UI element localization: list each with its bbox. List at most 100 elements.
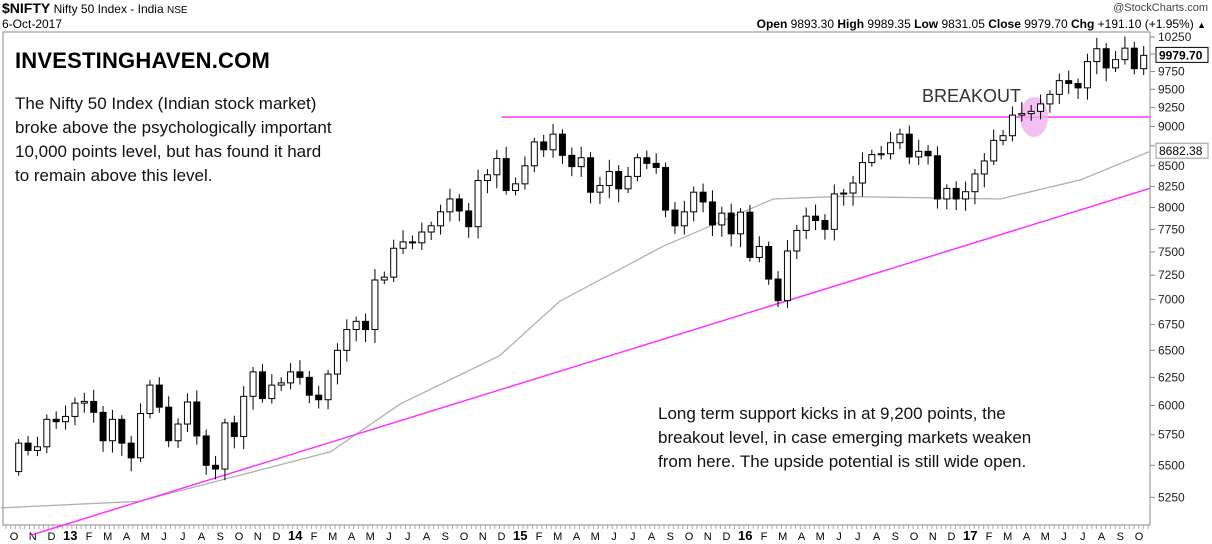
candle xyxy=(802,207,810,240)
candle xyxy=(596,176,604,205)
candle xyxy=(1008,106,1016,142)
y-tick-label: 8250 xyxy=(1158,179,1185,193)
candle-body xyxy=(127,442,135,459)
candle xyxy=(277,377,285,391)
x-tick-label: N xyxy=(254,531,262,543)
candle-body xyxy=(615,170,623,190)
candle-body xyxy=(1121,47,1129,61)
candle-body xyxy=(868,154,876,164)
candle xyxy=(587,152,595,204)
candle xyxy=(1093,37,1101,75)
x-tick-label: J xyxy=(855,531,861,543)
candle xyxy=(287,363,295,390)
candle xyxy=(512,177,520,196)
candle-body xyxy=(137,413,145,459)
candle xyxy=(230,415,238,449)
candle-body xyxy=(427,225,435,233)
x-tick-label: J xyxy=(1061,531,1067,543)
candle-body xyxy=(793,229,801,252)
candle xyxy=(896,128,904,150)
candle-body xyxy=(174,423,182,442)
candle xyxy=(821,214,829,240)
brand-logo-text: INVESTINGHAVEN.COM xyxy=(15,48,270,73)
x-tick-label: O xyxy=(685,531,694,543)
x-tick-label: N xyxy=(479,531,487,543)
candle xyxy=(380,271,388,285)
last-price-tag xyxy=(1155,46,1209,63)
candle-body xyxy=(352,320,360,331)
candle xyxy=(493,149,501,189)
x-tick-label: D xyxy=(498,531,506,543)
candle xyxy=(474,169,482,239)
x-tick-label: S xyxy=(1117,531,1124,543)
candle-body xyxy=(502,158,510,192)
x-tick-label: F xyxy=(86,531,93,543)
x-tick-label: 17 xyxy=(963,528,977,543)
candle-body xyxy=(530,141,538,167)
candle-body xyxy=(483,174,491,182)
candle xyxy=(624,166,632,193)
candle-body xyxy=(296,371,304,378)
candle-body xyxy=(80,400,88,404)
candle xyxy=(971,169,979,205)
candle xyxy=(1055,73,1063,104)
candle-body xyxy=(999,135,1007,141)
x-tick-label: A xyxy=(198,531,206,543)
candle-body xyxy=(343,329,351,351)
candle xyxy=(333,343,341,385)
candle-body xyxy=(558,133,566,156)
candle-body xyxy=(399,241,407,249)
candle-body xyxy=(1027,110,1035,115)
candle-body xyxy=(230,422,238,438)
candle-body xyxy=(1055,80,1063,95)
x-tick-label: D xyxy=(273,531,281,543)
candle xyxy=(90,389,98,423)
candle-body xyxy=(202,435,210,466)
x-tick-label: J xyxy=(405,531,411,543)
y-tick-label: 6750 xyxy=(1158,317,1185,331)
candle xyxy=(80,392,88,413)
candle-body xyxy=(371,279,379,331)
candle-body xyxy=(33,446,41,451)
candle xyxy=(1065,70,1073,94)
x-tick-label: S xyxy=(442,531,449,543)
candle xyxy=(718,206,726,237)
candle-body xyxy=(774,278,782,302)
candle-body xyxy=(540,141,548,151)
y-tick-label: 9250 xyxy=(1158,101,1185,115)
candle-body xyxy=(671,209,679,227)
candle-body xyxy=(362,320,370,331)
open-label: Open xyxy=(756,17,788,31)
x-tick-label: O xyxy=(235,531,244,543)
moving-average xyxy=(0,150,1151,509)
candle xyxy=(633,153,641,182)
x-tick-label: N xyxy=(704,531,712,543)
x-tick-label: 13 xyxy=(63,528,77,543)
candle xyxy=(465,203,473,238)
candles xyxy=(15,36,1148,481)
x-tick-label: A xyxy=(1098,531,1106,543)
candle-body xyxy=(474,180,482,228)
candle xyxy=(427,221,435,241)
candle xyxy=(483,169,491,194)
y-tick-label: 6500 xyxy=(1158,343,1185,357)
candle xyxy=(437,204,445,235)
candle xyxy=(952,181,960,211)
x-tick-label: J xyxy=(611,531,617,543)
candle xyxy=(755,236,763,263)
candle xyxy=(52,411,60,429)
candle-body xyxy=(662,166,670,211)
candle-body xyxy=(765,245,773,280)
candle xyxy=(296,360,304,385)
candle xyxy=(1112,50,1120,73)
open-value: 9893.30 xyxy=(790,17,835,31)
candle-body xyxy=(783,250,791,302)
candle-body xyxy=(690,191,698,213)
candle xyxy=(652,153,660,174)
x-tick-label: J xyxy=(1080,531,1086,543)
high-label: High xyxy=(837,17,865,31)
candle-body xyxy=(146,384,154,415)
x-tick-label: N xyxy=(929,531,937,543)
candle-body xyxy=(287,371,295,384)
candle-body xyxy=(99,411,107,442)
